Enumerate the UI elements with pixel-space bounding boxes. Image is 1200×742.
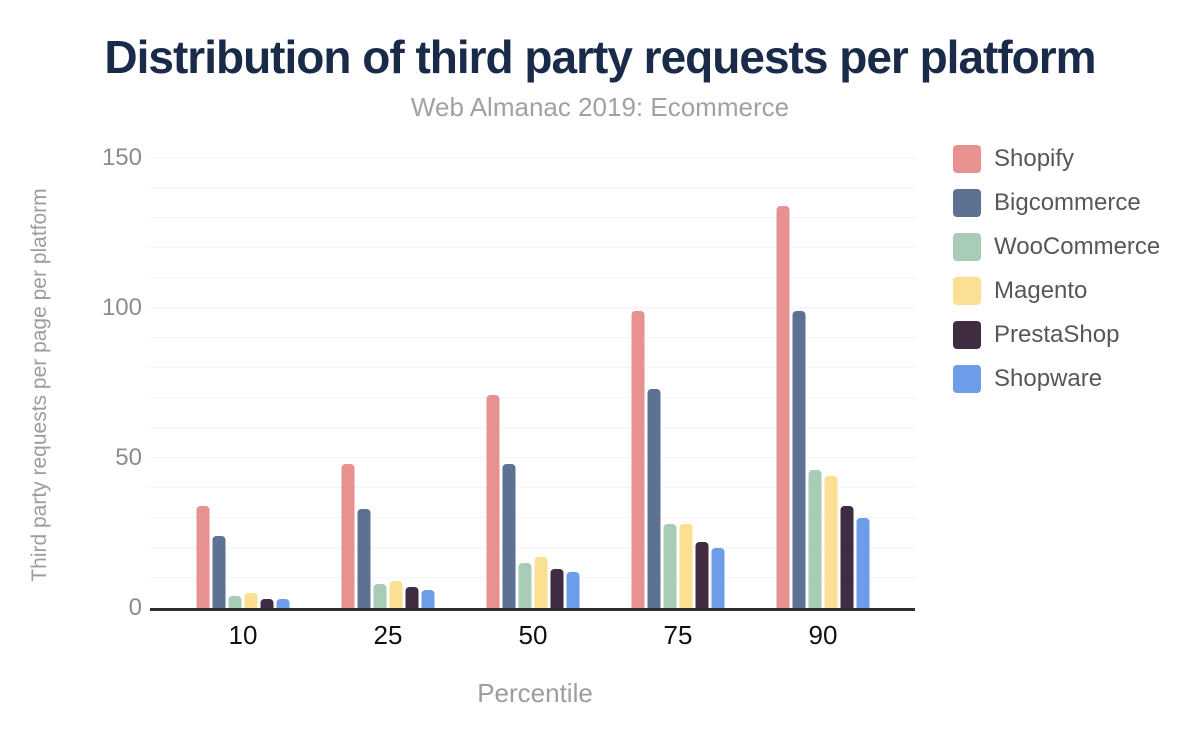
- bar-shopify-p75: [631, 311, 645, 608]
- bar-shopware-p50: [566, 572, 580, 608]
- legend-label: Magento: [994, 277, 1088, 304]
- y-tick-label-50: 50: [115, 444, 142, 471]
- bar-shopify-p50: [486, 395, 500, 608]
- bar-woocommerce-p90: [808, 470, 822, 608]
- plot-area: [150, 157, 915, 611]
- bar-bigcommerce-p75: [647, 389, 661, 608]
- bar-shopware-p90: [856, 518, 870, 608]
- gridline-120: [150, 247, 915, 248]
- gridline-70: [150, 397, 915, 398]
- gridline-20: [150, 547, 915, 548]
- bar-magento-p90: [824, 476, 838, 608]
- bar-woocommerce-p50: [518, 563, 532, 608]
- y-tick-label-150: 150: [101, 144, 142, 171]
- bar-shopware-p25: [421, 590, 435, 608]
- bar-shopify-p10: [196, 506, 210, 608]
- gridline-110: [150, 277, 915, 278]
- y-tick-label-0: 0: [128, 594, 142, 621]
- bar-group-p10: [196, 506, 290, 608]
- legend-item-shopify: Shopify: [953, 145, 1160, 173]
- x-axis-line: [150, 608, 915, 611]
- legend-item-magento: Magento: [953, 277, 1160, 305]
- bar-magento-p50: [534, 557, 548, 608]
- bar-group-p25: [341, 464, 435, 608]
- legend: Shopify Bigcommerce WooCommerce Magento Pres…: [953, 145, 1160, 409]
- bar-shopware-p10: [276, 599, 290, 608]
- chart-subtitle: Web Almanac 2019: Ecommerce: [410, 92, 790, 122]
- bar-shopify-p25: [341, 464, 355, 608]
- x-tick-label-90: 90: [808, 620, 838, 650]
- legend-label: Shopware: [994, 365, 1103, 392]
- bar-magento-p25: [389, 581, 403, 608]
- legend-item-prestashop: PrestaShop: [953, 321, 1160, 349]
- chart-title: Distribution of third party requests per…: [104, 31, 1096, 83]
- bar-shopware-p75: [711, 548, 725, 608]
- bar-bigcommerce-p50: [502, 464, 516, 608]
- legend-swatch-shopify: [953, 145, 981, 173]
- x-tick-label-25: 25: [373, 620, 403, 650]
- bar-group-p90: [776, 206, 870, 608]
- bar-bigcommerce-p90: [792, 311, 806, 608]
- gridline-100: [150, 307, 915, 308]
- x-tick-label-75: 75: [663, 620, 693, 650]
- bar-bigcommerce-p25: [357, 509, 371, 608]
- bar-woocommerce-p10: [228, 596, 242, 608]
- legend-label: Bigcommerce: [994, 189, 1141, 216]
- gridline-40: [150, 487, 915, 488]
- gridline-90: [150, 337, 915, 338]
- x-axis-title: Percentile: [477, 678, 593, 708]
- y-tick-label-100: 100: [101, 294, 142, 321]
- legend-label: PrestaShop: [994, 321, 1120, 348]
- gridline-10: [150, 577, 915, 578]
- legend-swatch-shopware: [953, 365, 981, 393]
- bar-group-p50: [486, 395, 580, 608]
- x-tick-label-50: 50: [518, 620, 548, 650]
- bar-magento-p75: [679, 524, 693, 608]
- gridline-150: [150, 157, 915, 158]
- gridline-30: [150, 517, 915, 518]
- bar-magento-p10: [244, 593, 258, 608]
- x-tick-label-10: 10: [228, 620, 258, 650]
- bar-prestashop-p10: [260, 599, 274, 608]
- legend-swatch-prestashop: [953, 321, 981, 349]
- gridline-130: [150, 217, 915, 218]
- gridline-140: [150, 187, 915, 188]
- bar-prestashop-p75: [695, 542, 709, 608]
- legend-label: Shopify: [994, 145, 1075, 172]
- gridline-50: [150, 457, 915, 458]
- bar-woocommerce-p25: [373, 584, 387, 608]
- legend-item-shopware: Shopware: [953, 365, 1160, 393]
- legend-swatch-bigcommerce: [953, 189, 981, 217]
- legend-item-woocommerce: WooCommerce: [953, 233, 1160, 261]
- legend-item-bigcommerce: Bigcommerce: [953, 189, 1160, 217]
- bar-prestashop-p50: [550, 569, 564, 608]
- legend-label: WooCommerce: [994, 233, 1161, 260]
- gridline-60: [150, 427, 915, 428]
- bar-group-p75: [631, 311, 725, 608]
- bar-prestashop-p25: [405, 587, 419, 608]
- bar-prestashop-p90: [840, 506, 854, 608]
- legend-swatch-woocommerce: [953, 233, 981, 261]
- y-axis-title: Third party requests per page per platfo…: [28, 188, 51, 582]
- bar-shopify-p90: [776, 206, 790, 608]
- legend-swatch-magento: [953, 277, 981, 305]
- bar-bigcommerce-p10: [212, 536, 226, 608]
- bar-woocommerce-p75: [663, 524, 677, 608]
- gridline-80: [150, 367, 915, 368]
